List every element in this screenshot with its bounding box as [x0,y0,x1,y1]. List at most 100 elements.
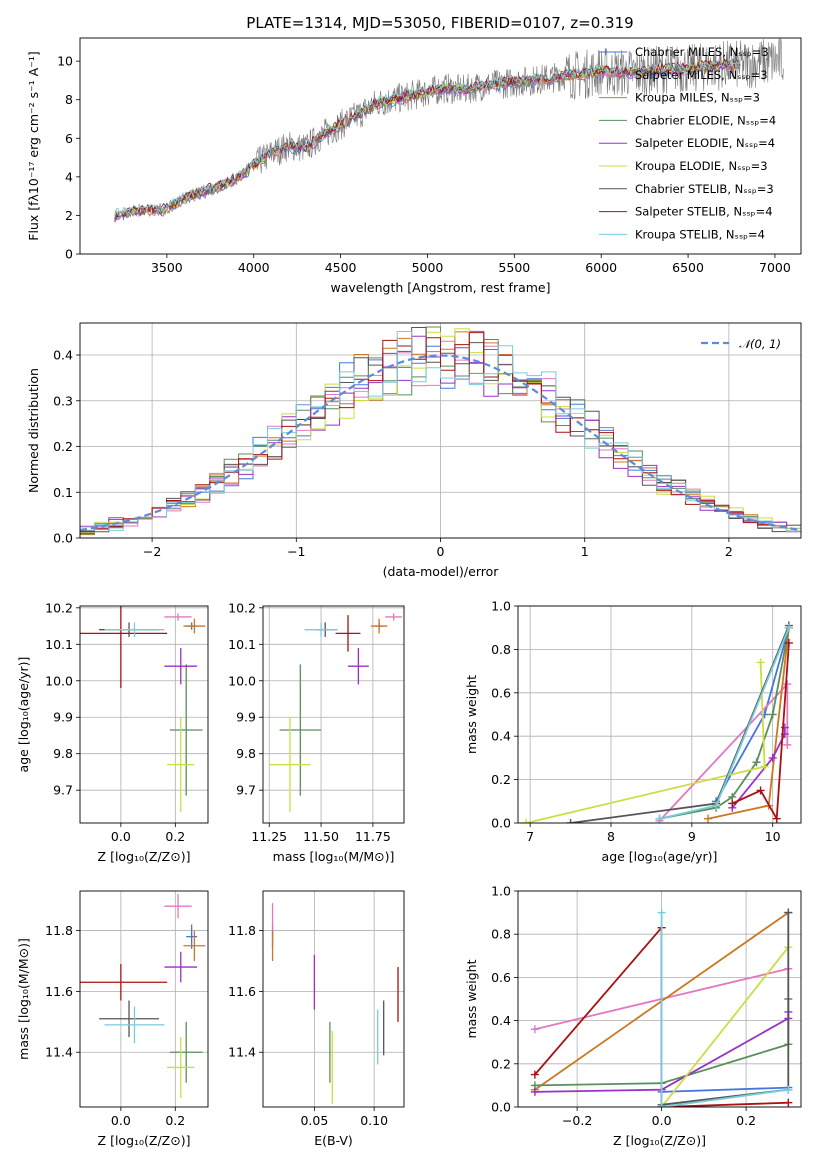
mass-weight-marker [655,814,664,823]
axes-frame [262,890,405,1108]
residual-histogram [80,331,801,533]
legend-entry: Salpeter MILES, Nₛₛₚ=3 [635,68,768,82]
model-spectrum-line [114,59,741,220]
y-tick-label: 0.0 [491,816,511,831]
y-tick-label: 10.0 [228,673,256,688]
axes-age_vs_Z: 0.0 0.2 9.7 9.8 9.9 10.0 10.1 10.2 Z [log₁₀(Z/Z⊙… [16,600,209,864]
axes-frame [79,37,802,255]
y-tick-label: 0.4 [53,348,73,363]
x-axis-label: E(B-V) [314,1133,353,1148]
plot-area-age_vs_mass [269,613,402,813]
x-tick-label: 6500 [672,260,704,275]
mass-weight-marker [783,740,792,749]
y-tick-label: 0.6 [491,685,511,700]
mass-weight-marker [784,623,793,632]
axes-mass_vs_Z: 0.0 0.2 11.4 11.6 11.8 Z [log₁₀(Z/Z⊙)] mass [l… [16,890,209,1148]
mass-weight-marker [752,758,761,767]
axes-frame [79,890,209,1108]
y-tick-label: 0.0 [53,531,73,546]
y-tick-label: 9.9 [53,710,73,725]
y-tick-label: 0.0 [491,1100,511,1115]
mass-weight-marker [768,753,777,762]
mass-weight-line [660,912,789,1107]
x-tick-label: 10 [765,829,781,844]
normal-distribution-curve [80,354,801,532]
y-tick-label: 0.4 [491,1013,511,1028]
y-axis-label: Normed distribution [26,368,41,493]
y-tick-label: 9.7 [236,783,256,798]
x-tick-label: 0.2 [165,829,185,844]
legend-entry: 𝒩(0, 1) [739,337,781,351]
y-tick-label: 1.0 [491,884,511,899]
x-tick-label: 6000 [585,260,617,275]
x-tick-label: 0.2 [165,1113,185,1128]
x-tick-label: 9 [688,829,696,844]
mass-weight-marker [712,801,721,810]
y-tick-label: 10.1 [228,637,256,652]
y-tick-label: 10.0 [45,673,73,688]
x-axis-label: Z [log₁₀(Z/Z⊙)] [98,849,191,864]
plot-area-massweight_vs_Z [530,908,793,1107]
plot-area-residuals [80,326,801,536]
y-tick-label: 9.9 [236,710,256,725]
x-tick-label: 11.25 [251,829,287,844]
x-tick-label: 4500 [325,260,357,275]
axes-frame [262,605,405,824]
y-tick-label: 10.2 [228,600,256,615]
plot-area-mass_vs_Z [80,894,206,1098]
model-spectrum-line [114,58,741,219]
x-tick-label: 0.2 [736,1113,756,1128]
y-tick-label: 11.6 [45,984,73,999]
panels: 3500 4000 4500 5000 5500 6000 6500 70000246810w… [16,37,802,1148]
y-tick-label: 9.7 [53,783,73,798]
x-tick-label: 0 [437,544,445,559]
y-tick-label: 0.1 [53,485,73,500]
x-axis-label: age [log₁₀(age/yr)] [602,849,718,864]
x-axis-label: (data-model)/error [383,564,500,579]
axes-residuals: −2 −1 0 1 2 0.0 0.1 0.2 0.3 0.4 (data-model)/error… [26,322,802,579]
mass-weight-marker [772,814,781,823]
mass-weight-line [661,1086,789,1093]
legend-entry: Kroupa MILES, Nₛₛₚ=3 [635,91,760,105]
x-tick-label: 2 [725,544,733,559]
y-tick-label: 0 [65,247,73,262]
x-tick-label: 4000 [238,260,270,275]
y-tick-label: 1.0 [491,599,511,614]
plot-area-spectrum [114,38,784,223]
mass-weight-marker [784,1098,793,1107]
y-tick-label: 10 [57,54,73,69]
mass-weight-line [731,642,790,822]
legend-entry: Chabrier MILES, Nₛₛₚ=3 [635,45,769,59]
y-tick-label: 10.1 [45,637,73,652]
x-axis-label: Z [log₁₀(Z/Z⊙)] [613,1133,706,1148]
y-tick-label: 10.2 [45,600,73,615]
legend-entry: Salpeter ELODIE, Nₛₛₚ=4 [635,136,775,150]
legend-entry: Kroupa ELODIE, Nₛₛₚ=3 [635,159,768,173]
mass-weight-marker [756,658,765,667]
mass-weight-marker [657,908,666,917]
y-tick-label: 11.4 [45,1045,73,1060]
x-tick-label: 7000 [759,260,791,275]
y-tick-label: 0.2 [53,439,73,454]
x-tick-label: 0.10 [360,1113,388,1128]
y-tick-label: 8 [65,92,73,107]
plot-area-mass_vs_ebv [271,903,399,1104]
legend: 𝒩(0, 1) [701,337,781,351]
y-tick-label: 11.4 [228,1045,256,1060]
model-spectrum-line [114,59,741,221]
axes-frame [79,322,802,539]
legend-entry: Kroupa STELIB, Nₛₛₚ=4 [635,227,765,241]
mass-weight-marker [530,1087,539,1096]
mass-weight-marker [784,1085,793,1094]
y-axis-label: mass [log₁₀(M/M⊙)] [16,938,31,1060]
x-tick-label: 5000 [412,260,444,275]
x-tick-label: −2 [143,544,161,559]
x-tick-label: 1 [581,544,589,559]
axes-age_vs_mass: 11.25 11.50 11.75 9.7 9.8 9.9 10.0 10.1 10.2 mass… [228,600,405,864]
model-spectrum-line [114,57,741,218]
mass-weight-marker [768,710,777,719]
y-tick-label: 11.8 [228,923,256,938]
mass-weight-marker [784,638,793,647]
mass-weight-marker [566,819,575,823]
